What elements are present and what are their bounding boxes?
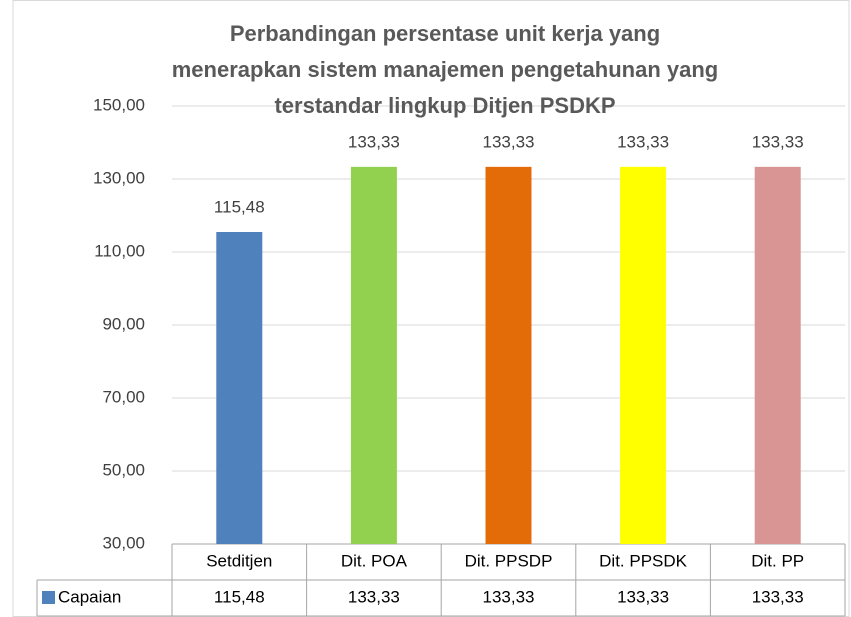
data-label: 133,33 [752, 132, 804, 151]
data-label: 133,33 [617, 132, 669, 151]
bar [485, 166, 532, 544]
x-tick-label: Dit. PP [751, 551, 804, 570]
legend-label: Capaian [58, 587, 121, 606]
x-tick-label: Dit. PPSDK [599, 551, 688, 570]
chart-title: terstandar lingkup Ditjen PSDKP [274, 93, 615, 118]
x-tick-label: Dit. POA [341, 551, 408, 570]
bar [620, 166, 667, 544]
y-tick-label: 30,00 [102, 533, 145, 552]
y-tick-label: 90,00 [102, 314, 145, 333]
legend-key [42, 591, 55, 604]
data-label: 133,33 [348, 132, 400, 151]
bar [216, 231, 263, 545]
x-tick-label: Dit. PPSDP [465, 551, 553, 570]
x-tick-label: Setditjen [206, 551, 272, 570]
bar [754, 166, 801, 544]
chart-title: menerapkan sistem manajemen pengetahunan… [172, 57, 719, 82]
table-value: 133,33 [617, 587, 669, 606]
table-value: 133,33 [483, 587, 535, 606]
y-tick-label: 70,00 [102, 387, 145, 406]
bar [350, 166, 397, 544]
table-value: 115,48 [214, 587, 265, 606]
data-label: 115,48 [214, 197, 265, 216]
y-tick-label: 110,00 [94, 241, 145, 260]
y-tick-label: 150,00 [93, 95, 145, 114]
table-value: 133,33 [752, 587, 804, 606]
y-tick-label: 130,00 [93, 168, 145, 187]
chart-title: Perbandingan persentase unit kerja yang [230, 21, 660, 46]
y-tick-label: 50,00 [102, 460, 145, 479]
table-value: 133,33 [348, 587, 400, 606]
data-label: 133,33 [483, 132, 535, 151]
